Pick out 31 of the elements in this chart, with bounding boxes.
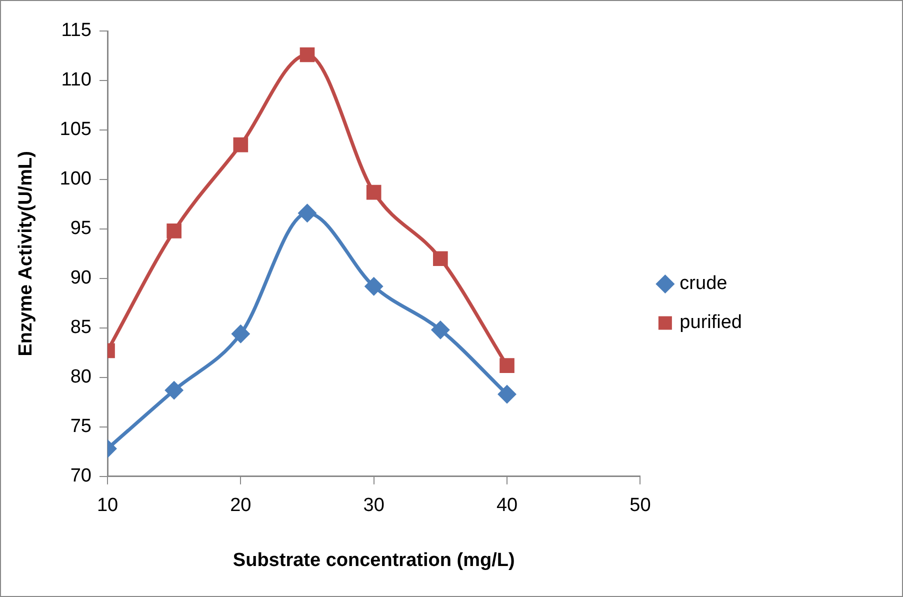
legend-label: crude <box>680 273 728 294</box>
y-tick-label: 90 <box>70 268 92 289</box>
y-tick-label: 95 <box>70 218 92 240</box>
y-tick-label: 80 <box>70 366 92 388</box>
y-tick-label: 85 <box>70 317 92 338</box>
point <box>300 47 315 62</box>
x-tick-label: 20 <box>230 495 252 516</box>
x-tick-label: 10 <box>96 495 118 516</box>
x-tick-label: 50 <box>630 495 651 516</box>
point <box>366 184 382 200</box>
point <box>298 204 316 222</box>
y-tick-label: 105 <box>60 119 92 140</box>
y-tick-label: 70 <box>70 466 92 487</box>
point <box>432 321 450 339</box>
point <box>166 224 182 238</box>
point <box>365 278 383 296</box>
y-tick-label: 75 <box>70 416 92 438</box>
x-tick-label: 30 <box>363 495 384 516</box>
point <box>498 386 516 403</box>
y-tick-label: 115 <box>61 20 92 42</box>
point <box>165 382 183 400</box>
y-axis-title: Enzyme Activity(U/mL) <box>16 151 37 356</box>
point <box>232 325 250 343</box>
point <box>500 358 514 373</box>
legend-label: purified <box>680 312 742 334</box>
x-tick-label: 40 <box>496 495 518 516</box>
point <box>433 251 448 266</box>
point <box>233 137 248 152</box>
x-axis-title: Substrate concentration (mg/L) <box>232 550 515 571</box>
y-tick-label: 100 <box>60 168 92 190</box>
y-tick-label: 110 <box>61 70 92 91</box>
